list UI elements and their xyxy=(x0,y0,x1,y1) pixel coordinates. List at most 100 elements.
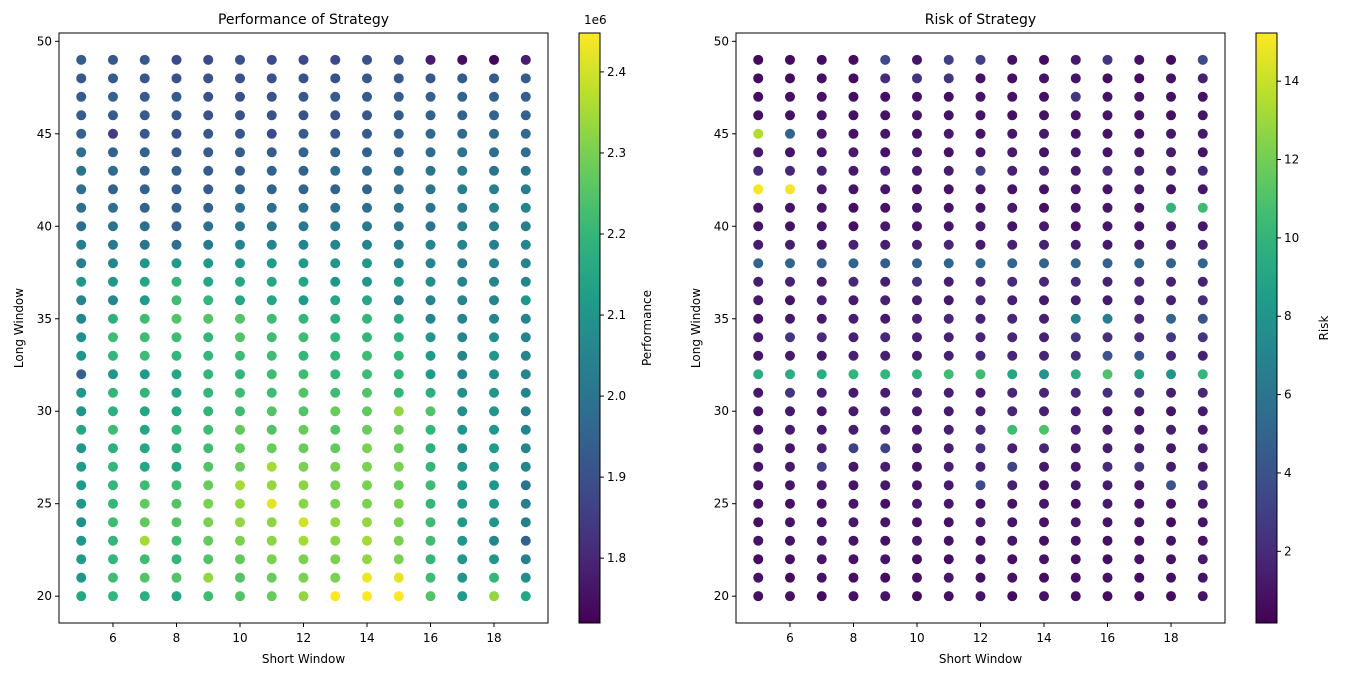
point xyxy=(234,332,245,343)
point xyxy=(1070,276,1081,287)
point xyxy=(266,221,277,232)
point xyxy=(457,554,468,565)
point xyxy=(330,276,341,287)
point xyxy=(1134,258,1145,269)
point xyxy=(1134,202,1145,213)
point xyxy=(171,202,182,213)
point xyxy=(171,443,182,454)
point xyxy=(362,258,373,269)
point xyxy=(520,202,531,213)
point xyxy=(266,202,277,213)
point xyxy=(943,332,954,343)
point xyxy=(298,332,309,343)
point xyxy=(107,295,118,306)
point xyxy=(911,369,922,380)
point xyxy=(520,424,531,435)
point xyxy=(171,480,182,491)
point xyxy=(266,73,277,84)
point xyxy=(1166,202,1177,213)
point xyxy=(816,165,827,176)
point xyxy=(1134,332,1145,343)
point xyxy=(816,498,827,509)
point xyxy=(107,128,118,139)
point xyxy=(457,443,468,454)
point xyxy=(1166,424,1177,435)
point xyxy=(266,239,277,250)
point xyxy=(943,350,954,361)
point xyxy=(911,202,922,213)
colorbar-tick-label: 14 xyxy=(1284,74,1299,88)
point xyxy=(1070,128,1081,139)
point xyxy=(848,480,859,491)
point xyxy=(1102,461,1113,472)
point xyxy=(425,332,436,343)
point xyxy=(171,461,182,472)
point xyxy=(848,128,859,139)
point xyxy=(1039,54,1050,65)
point xyxy=(816,424,827,435)
point xyxy=(76,276,87,287)
point xyxy=(1102,258,1113,269)
point xyxy=(76,202,87,213)
point xyxy=(1039,332,1050,343)
point xyxy=(880,591,891,602)
colorbar-tick-label: 1.8 xyxy=(607,551,626,565)
point xyxy=(234,517,245,528)
point xyxy=(520,239,531,250)
point xyxy=(1039,535,1050,546)
point xyxy=(753,443,764,454)
point xyxy=(266,91,277,102)
point xyxy=(1134,554,1145,565)
point xyxy=(848,73,859,84)
point xyxy=(107,554,118,565)
point xyxy=(1039,295,1050,306)
point xyxy=(76,147,87,158)
point xyxy=(1102,554,1113,565)
point xyxy=(1197,91,1208,102)
point xyxy=(816,517,827,528)
point xyxy=(1102,535,1113,546)
point xyxy=(393,221,404,232)
point xyxy=(457,295,468,306)
point xyxy=(943,73,954,84)
point xyxy=(76,517,87,528)
point xyxy=(1039,73,1050,84)
point xyxy=(425,350,436,361)
point xyxy=(816,295,827,306)
point xyxy=(911,165,922,176)
point xyxy=(1007,184,1018,195)
point xyxy=(76,54,87,65)
point xyxy=(911,387,922,398)
point xyxy=(1039,91,1050,102)
point xyxy=(171,295,182,306)
point xyxy=(911,276,922,287)
x-tick-label: 8 xyxy=(850,631,858,645)
point xyxy=(1039,313,1050,324)
colorbar-tick-label: 2.0 xyxy=(607,389,626,403)
point xyxy=(266,54,277,65)
point xyxy=(911,239,922,250)
point xyxy=(266,443,277,454)
point xyxy=(784,258,795,269)
point xyxy=(171,73,182,84)
point xyxy=(330,554,341,565)
point xyxy=(1134,572,1145,583)
point xyxy=(266,128,277,139)
point xyxy=(76,406,87,417)
point xyxy=(816,443,827,454)
point xyxy=(76,591,87,602)
point xyxy=(1197,239,1208,250)
point xyxy=(943,498,954,509)
point xyxy=(393,480,404,491)
point xyxy=(1197,498,1208,509)
point xyxy=(520,276,531,287)
point xyxy=(848,387,859,398)
point xyxy=(171,128,182,139)
point xyxy=(1007,406,1018,417)
point xyxy=(1070,461,1081,472)
point xyxy=(139,591,150,602)
point xyxy=(784,276,795,287)
point xyxy=(203,239,214,250)
point xyxy=(330,443,341,454)
point xyxy=(911,313,922,324)
